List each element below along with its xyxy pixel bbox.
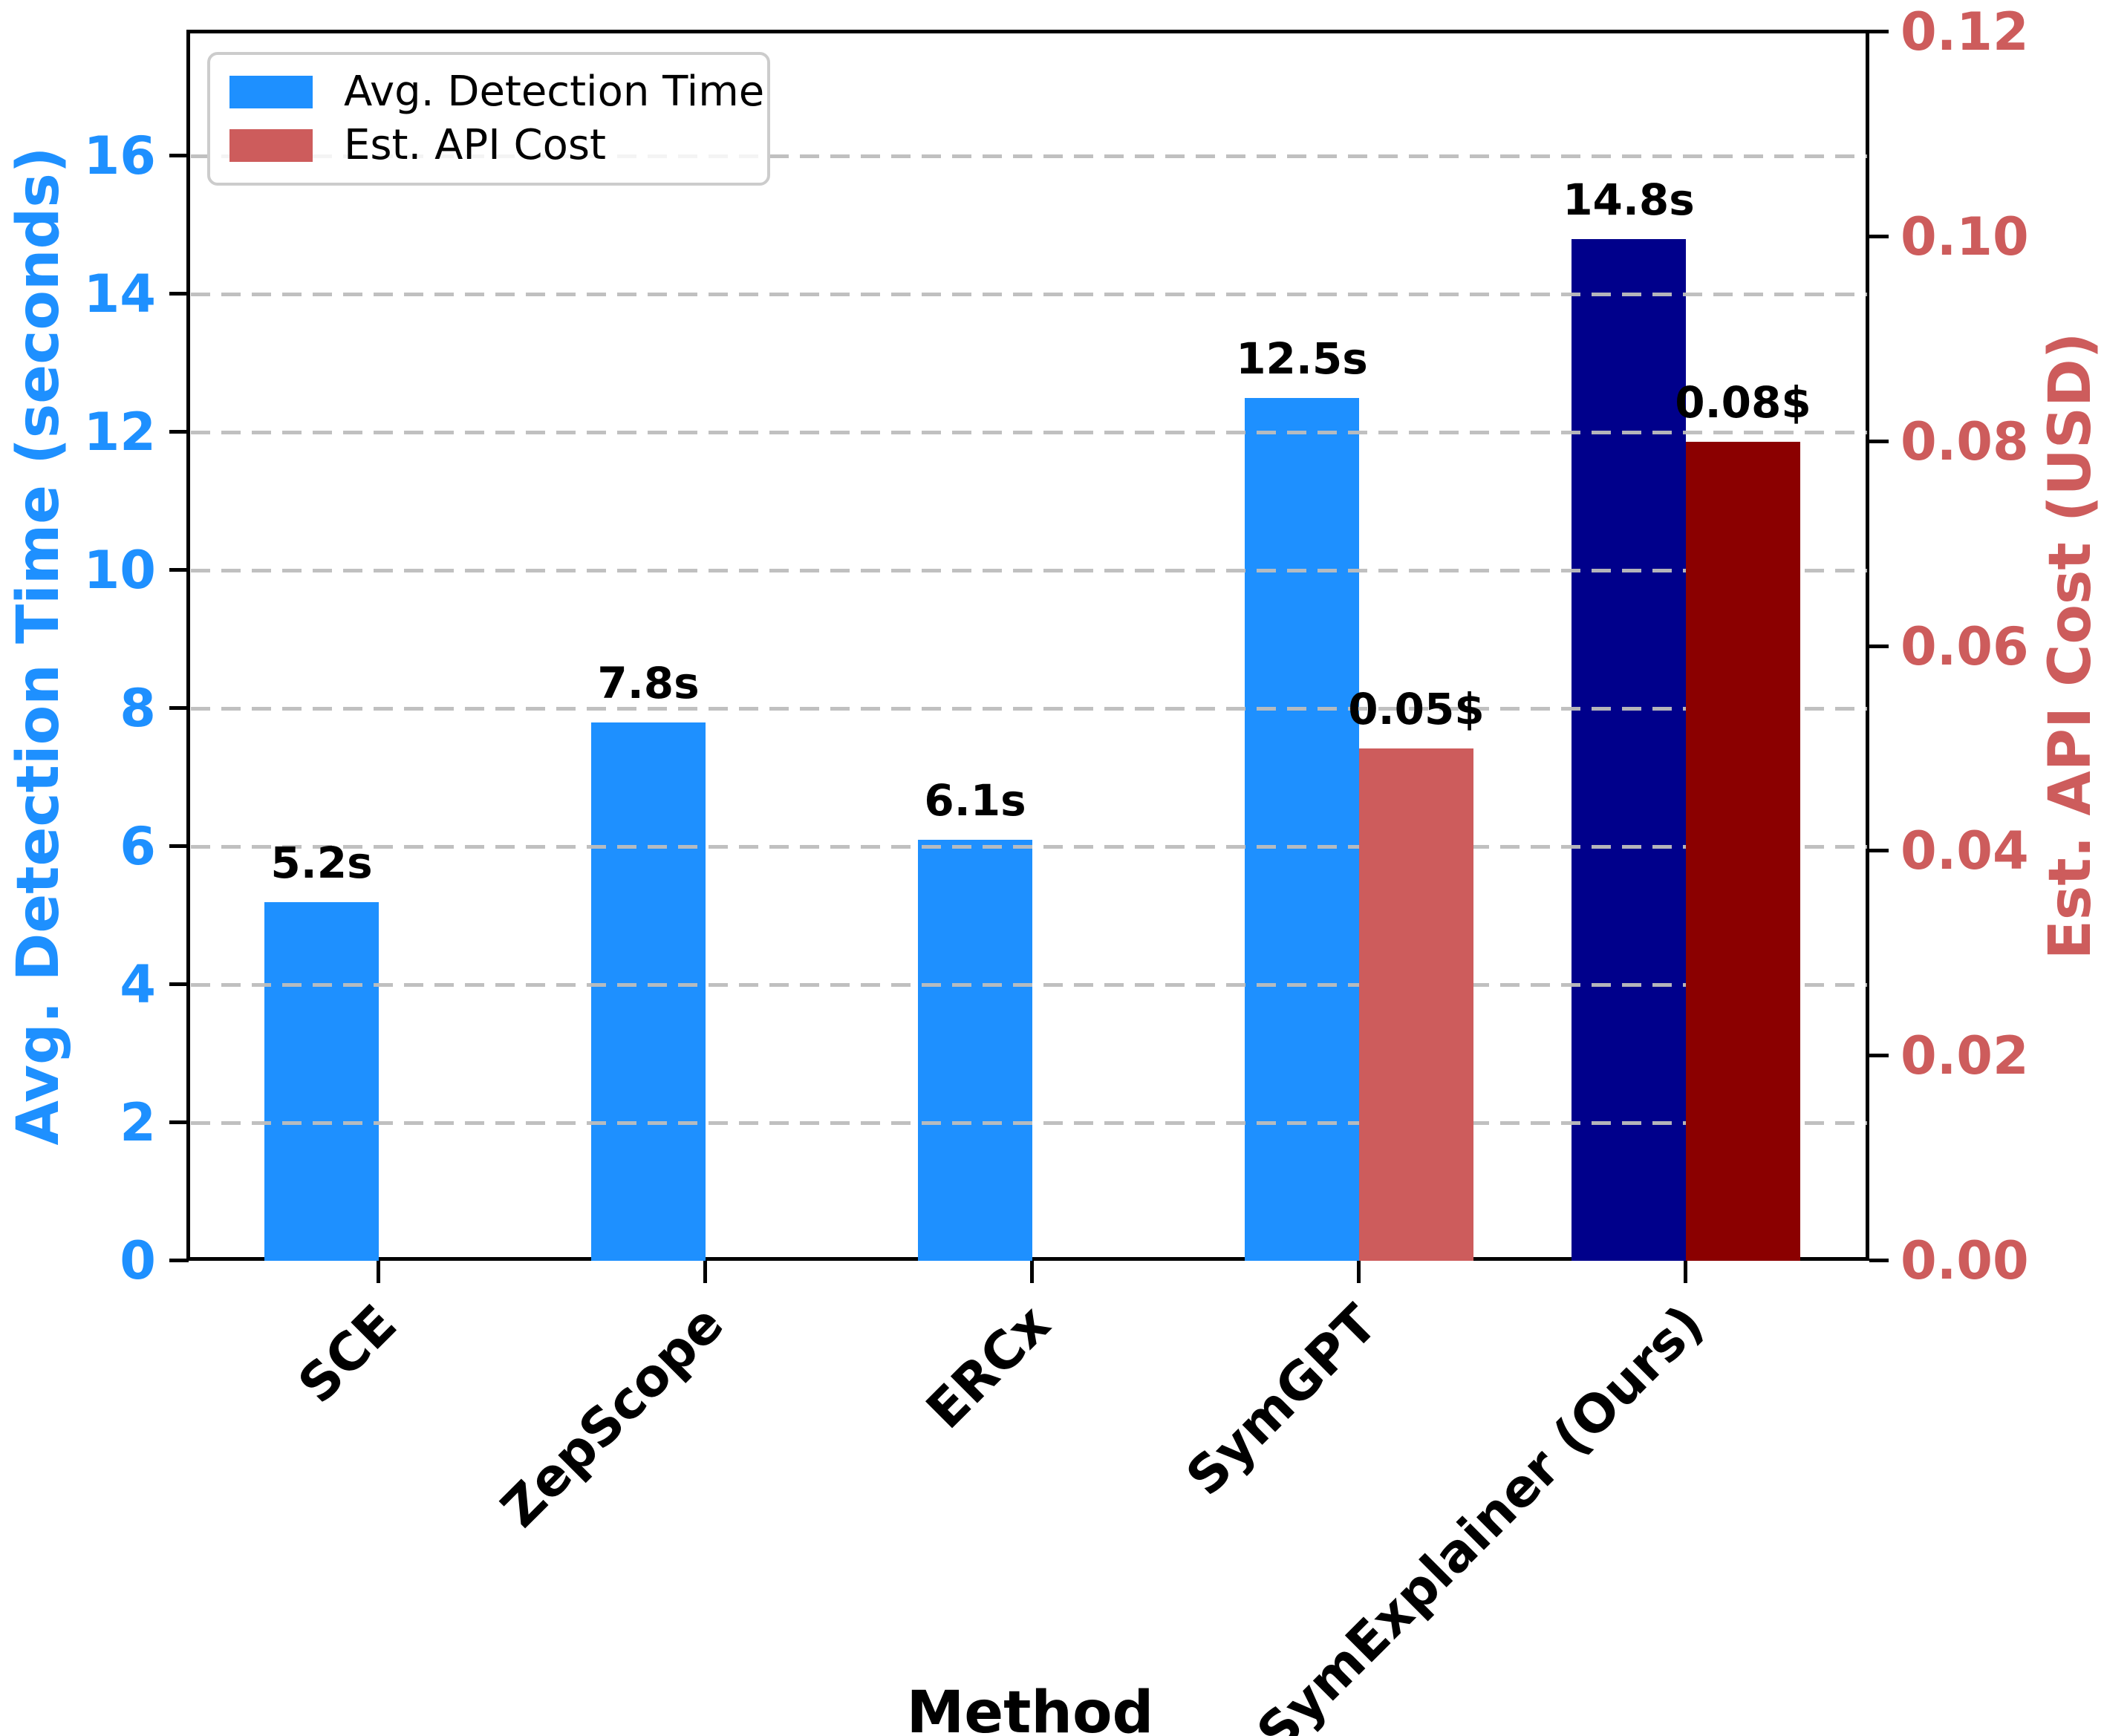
y-tick-label-left-8: 8 — [120, 678, 156, 740]
y-tick-left-16 — [169, 154, 189, 158]
y-tick-label-left-6: 6 — [120, 816, 156, 878]
time-value-label-symexplainer-ours: 14.8s — [1563, 174, 1695, 225]
y-tick-label-right-0.04: 0.04 — [1901, 820, 2029, 882]
legend-item-api-cost: Est. API Cost — [229, 125, 752, 166]
y-tick-label-right-0.12: 0.12 — [1901, 1, 2029, 62]
x-tick-symgpt — [1357, 1261, 1361, 1283]
grid-line-16 — [191, 154, 1867, 159]
x-tick-label-sce: SCE — [286, 1293, 408, 1415]
legend-swatch-cost — [229, 129, 313, 162]
time-bar-zepscope — [591, 722, 706, 1261]
y-tick-left-6 — [169, 844, 189, 849]
y-tick-left-0 — [169, 1259, 189, 1262]
y-tick-left-14 — [169, 292, 189, 296]
legend: Avg. Detection Time Est. API Cost — [207, 52, 770, 186]
y-tick-right-0.10 — [1869, 234, 1889, 238]
y-tick-right-0.08 — [1869, 439, 1889, 443]
grid-line-4 — [191, 983, 1867, 988]
y-tick-right-0.12 — [1869, 30, 1889, 33]
grid-line-8 — [191, 707, 1867, 711]
legend-label-cost: Est. API Cost — [344, 121, 607, 169]
x-tick-zepscope — [703, 1261, 707, 1283]
legend-item-detection-time: Avg. Detection Time — [229, 71, 764, 113]
grid-line-14 — [191, 293, 1867, 297]
x-tick-label-zepscope: ZepScope — [489, 1293, 735, 1539]
y-tick-right-0.06 — [1869, 644, 1889, 648]
grid-line-2 — [191, 1121, 1867, 1126]
y-tick-label-right-0.08: 0.08 — [1901, 411, 2029, 472]
time-value-label-ercx: 6.1s — [924, 774, 1026, 826]
y-axis-label-left: Avg. Detection Time (seconds) — [5, 146, 72, 1146]
y-tick-label-right-0.02: 0.02 — [1901, 1025, 2029, 1087]
cost-bar-symgpt — [1359, 748, 1473, 1261]
x-tick-sce — [377, 1261, 380, 1283]
time-value-label-sce: 5.2s — [270, 837, 373, 888]
x-tick-label-symgpt: SymGPT — [1174, 1293, 1389, 1507]
x-tick-symexplainer-ours — [1684, 1261, 1687, 1283]
y-tick-left-4 — [169, 982, 189, 987]
y-tick-label-left-12: 12 — [83, 402, 156, 463]
y-tick-label-left-16: 16 — [83, 125, 156, 187]
legend-label-time: Avg. Detection Time — [344, 68, 765, 116]
x-tick-label-ercx: ERCx — [914, 1293, 1062, 1440]
grid-line-12 — [191, 431, 1867, 435]
y-axis-label-right: Est. API Cost (USD) — [2037, 332, 2104, 960]
time-bar-sce — [264, 901, 379, 1261]
y-tick-left-12 — [169, 430, 189, 434]
y-tick-label-right-0.00: 0.00 — [1901, 1230, 2029, 1291]
y-tick-label-left-14: 14 — [83, 264, 156, 325]
time-bar-ercx — [918, 839, 1032, 1261]
y-tick-left-8 — [169, 706, 189, 711]
x-axis-label: Method — [906, 1680, 1154, 1736]
grid-line-6 — [191, 845, 1867, 849]
time-bar-symexplainer-ours — [1572, 238, 1686, 1261]
cost-value-label-symgpt: 0.05$ — [1348, 684, 1485, 735]
time-value-label-symgpt: 12.5s — [1236, 333, 1368, 384]
time-value-label-zepscope: 7.8s — [597, 657, 700, 708]
y-tick-left-2 — [169, 1120, 189, 1125]
y-tick-label-left-10: 10 — [83, 540, 156, 601]
y-tick-right-0.00 — [1869, 1259, 1889, 1262]
y-tick-left-10 — [169, 568, 189, 572]
legend-swatch-time — [229, 76, 313, 108]
y-tick-label-left-4: 4 — [120, 954, 156, 1016]
y-tick-label-right-0.10: 0.10 — [1901, 206, 2029, 267]
y-tick-label-left-0: 0 — [120, 1230, 156, 1291]
x-tick-ercx — [1030, 1261, 1034, 1283]
y-tick-right-0.02 — [1869, 1054, 1889, 1058]
y-tick-label-left-2: 2 — [120, 1092, 156, 1154]
y-tick-label-right-0.06: 0.06 — [1901, 616, 2029, 677]
time-bar-symgpt — [1245, 397, 1359, 1261]
cost-value-label-symexplainer-ours: 0.08$ — [1675, 376, 1811, 428]
grid-line-10 — [191, 569, 1867, 573]
cost-bar-symexplainer-ours — [1686, 441, 1800, 1261]
y-tick-right-0.04 — [1869, 849, 1889, 853]
